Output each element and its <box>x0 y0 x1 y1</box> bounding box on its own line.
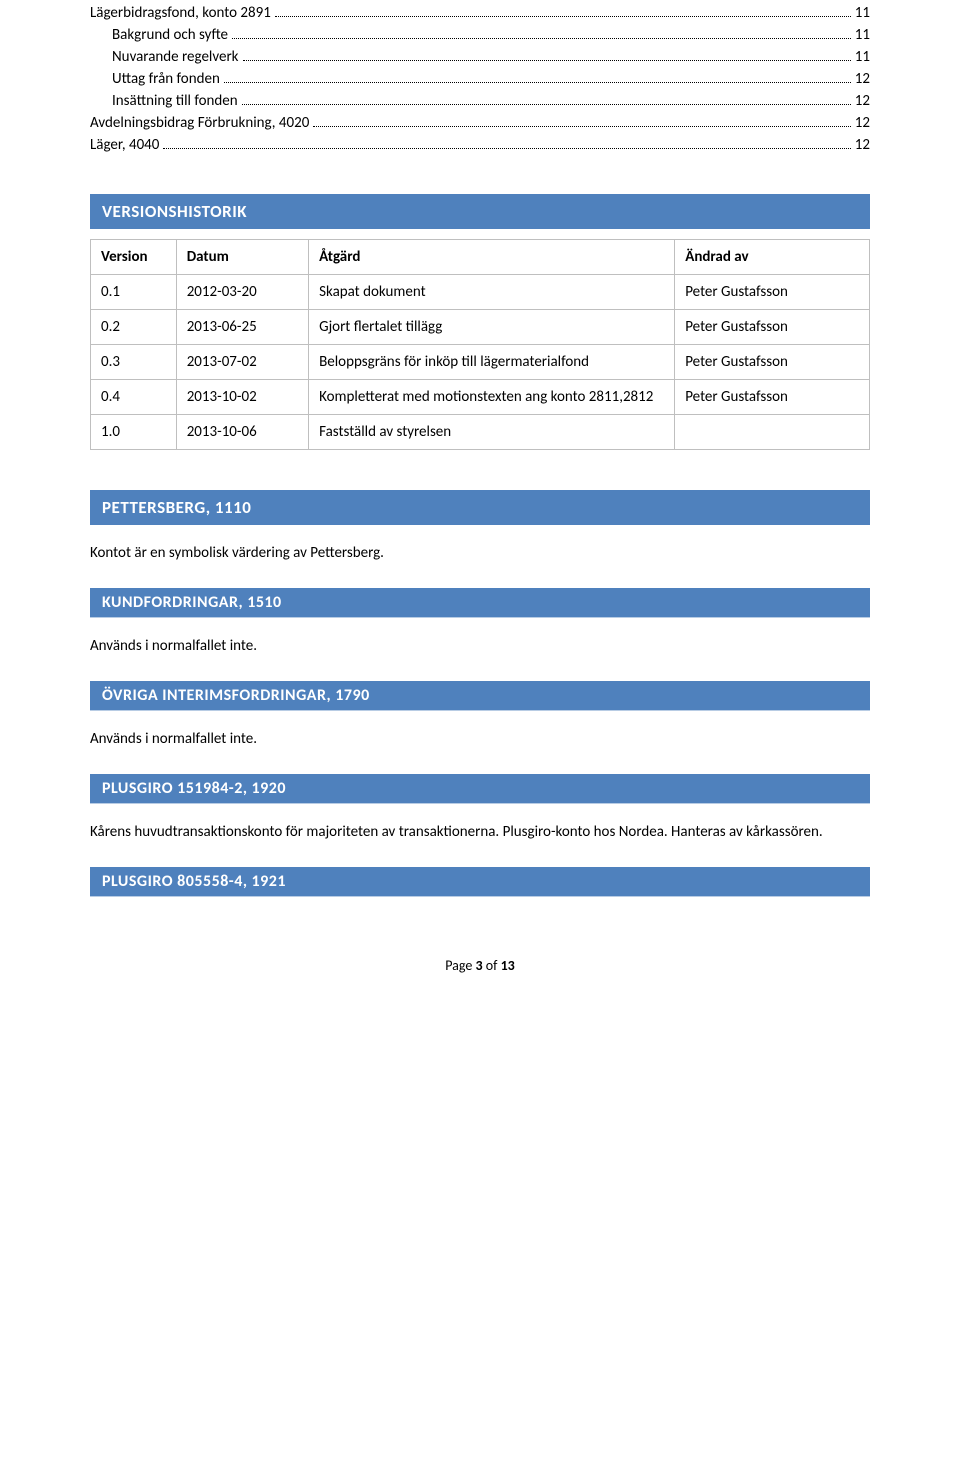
toc-label: Uttag från fonden <box>112 70 220 88</box>
section-text: Används i normalfallet inte. <box>90 636 870 657</box>
col-atgard: Åtgärd <box>309 240 675 275</box>
cell-atgard: Gjort flertalet tillägg <box>309 310 675 345</box>
toc-entry[interactable]: Läger, 4040 12 <box>90 136 870 154</box>
cell-andrad: Peter Gustafsson <box>675 380 870 415</box>
toc-entry[interactable]: Bakgrund och syfte 11 <box>90 26 870 44</box>
toc-label: Nuvarande regelverk <box>112 48 239 66</box>
toc-entry[interactable]: Lägerbidragsfond, konto 2891 11 <box>90 4 870 22</box>
cell-atgard: Fastställd av styrelsen <box>309 415 675 450</box>
toc-label: Lägerbidragsfond, konto 2891 <box>90 4 271 22</box>
cell-datum: 2012-03-20 <box>176 275 308 310</box>
section-text: Kårens huvudtransaktionskonto för majori… <box>90 822 870 843</box>
toc-page: 12 <box>855 136 870 154</box>
toc-leader <box>242 104 851 105</box>
cell-version: 0.3 <box>91 345 177 380</box>
toc-page: 11 <box>855 4 870 22</box>
toc-page: 12 <box>855 70 870 88</box>
toc-leader <box>313 126 850 127</box>
cell-version: 0.2 <box>91 310 177 345</box>
toc-leader <box>224 82 851 83</box>
cell-andrad <box>675 415 870 450</box>
toc-page: 12 <box>855 92 870 110</box>
version-table: Version Datum Åtgärd Ändrad av 0.1 2012-… <box>90 239 870 450</box>
footer-mid: of <box>483 957 501 974</box>
table-row: 0.1 2012-03-20 Skapat dokument Peter Gus… <box>91 275 870 310</box>
cell-datum: 2013-06-25 <box>176 310 308 345</box>
section-heading-plusgiro2: PLUSGIRO 805558-4, 1921 <box>90 867 870 897</box>
toc-entry[interactable]: Insättning till fonden 12 <box>90 92 870 110</box>
section-heading-versionshistorik: VERSIONSHISTORIK <box>90 194 870 229</box>
toc-label: Läger, 4040 <box>90 136 159 154</box>
footer-total: 13 <box>501 957 515 974</box>
cell-andrad: Peter Gustafsson <box>675 345 870 380</box>
table-row: 0.4 2013-10-02 Kompletterat med motionst… <box>91 380 870 415</box>
cell-datum: 2013-10-02 <box>176 380 308 415</box>
cell-andrad: Peter Gustafsson <box>675 275 870 310</box>
table-row: 0.3 2013-07-02 Beloppsgräns för inköp ti… <box>91 345 870 380</box>
toc-entry[interactable]: Uttag från fonden 12 <box>90 70 870 88</box>
table-row: 1.0 2013-10-06 Fastställd av styrelsen <box>91 415 870 450</box>
cell-atgard: Kompletterat med motionstexten ang konto… <box>309 380 675 415</box>
toc-leader <box>232 38 851 39</box>
toc-leader <box>243 60 851 61</box>
col-datum: Datum <box>176 240 308 275</box>
cell-datum: 2013-07-02 <box>176 345 308 380</box>
document-page: Lägerbidragsfond, konto 2891 11 Bakgrund… <box>0 4 960 1014</box>
section-text: Kontot är en symbolisk värdering av Pett… <box>90 543 870 564</box>
section-heading-pettersberg: PETTERSBERG, 1110 <box>90 490 870 525</box>
cell-datum: 2013-10-06 <box>176 415 308 450</box>
section-heading-kundfordringar: KUNDFORDRINGAR, 1510 <box>90 588 870 618</box>
section-text: Används i normalfallet inte. <box>90 729 870 750</box>
toc-label: Insättning till fonden <box>112 92 238 110</box>
toc-leader <box>275 16 851 17</box>
cell-version: 0.1 <box>91 275 177 310</box>
toc-page: 12 <box>855 114 870 132</box>
toc-entry[interactable]: Nuvarande regelverk 11 <box>90 48 870 66</box>
cell-version: 0.4 <box>91 380 177 415</box>
cell-andrad: Peter Gustafsson <box>675 310 870 345</box>
cell-atgard: Skapat dokument <box>309 275 675 310</box>
cell-atgard: Beloppsgräns för inköp till lägermateria… <box>309 345 675 380</box>
footer-current: 3 <box>475 957 482 974</box>
toc-label: Bakgrund och syfte <box>112 26 228 44</box>
toc-leader <box>163 148 850 149</box>
toc-label: Avdelningsbidrag Förbrukning, 4020 <box>90 114 309 132</box>
toc-entry[interactable]: Avdelningsbidrag Förbrukning, 4020 12 <box>90 114 870 132</box>
table-header-row: Version Datum Åtgärd Ändrad av <box>91 240 870 275</box>
toc-page: 11 <box>855 26 870 44</box>
footer-prefix: Page <box>445 957 475 974</box>
section-heading-ovriga: ÖVRIGA INTERIMSFORDRINGAR, 1790 <box>90 681 870 711</box>
col-andrad: Ändrad av <box>675 240 870 275</box>
table-row: 0.2 2013-06-25 Gjort flertalet tillägg P… <box>91 310 870 345</box>
cell-version: 1.0 <box>91 415 177 450</box>
page-footer: Page 3 of 13 <box>90 957 870 974</box>
toc-page: 11 <box>855 48 870 66</box>
toc: Lägerbidragsfond, konto 2891 11 Bakgrund… <box>90 4 870 154</box>
col-version: Version <box>91 240 177 275</box>
section-heading-plusgiro1: PLUSGIRO 151984-2, 1920 <box>90 774 870 804</box>
